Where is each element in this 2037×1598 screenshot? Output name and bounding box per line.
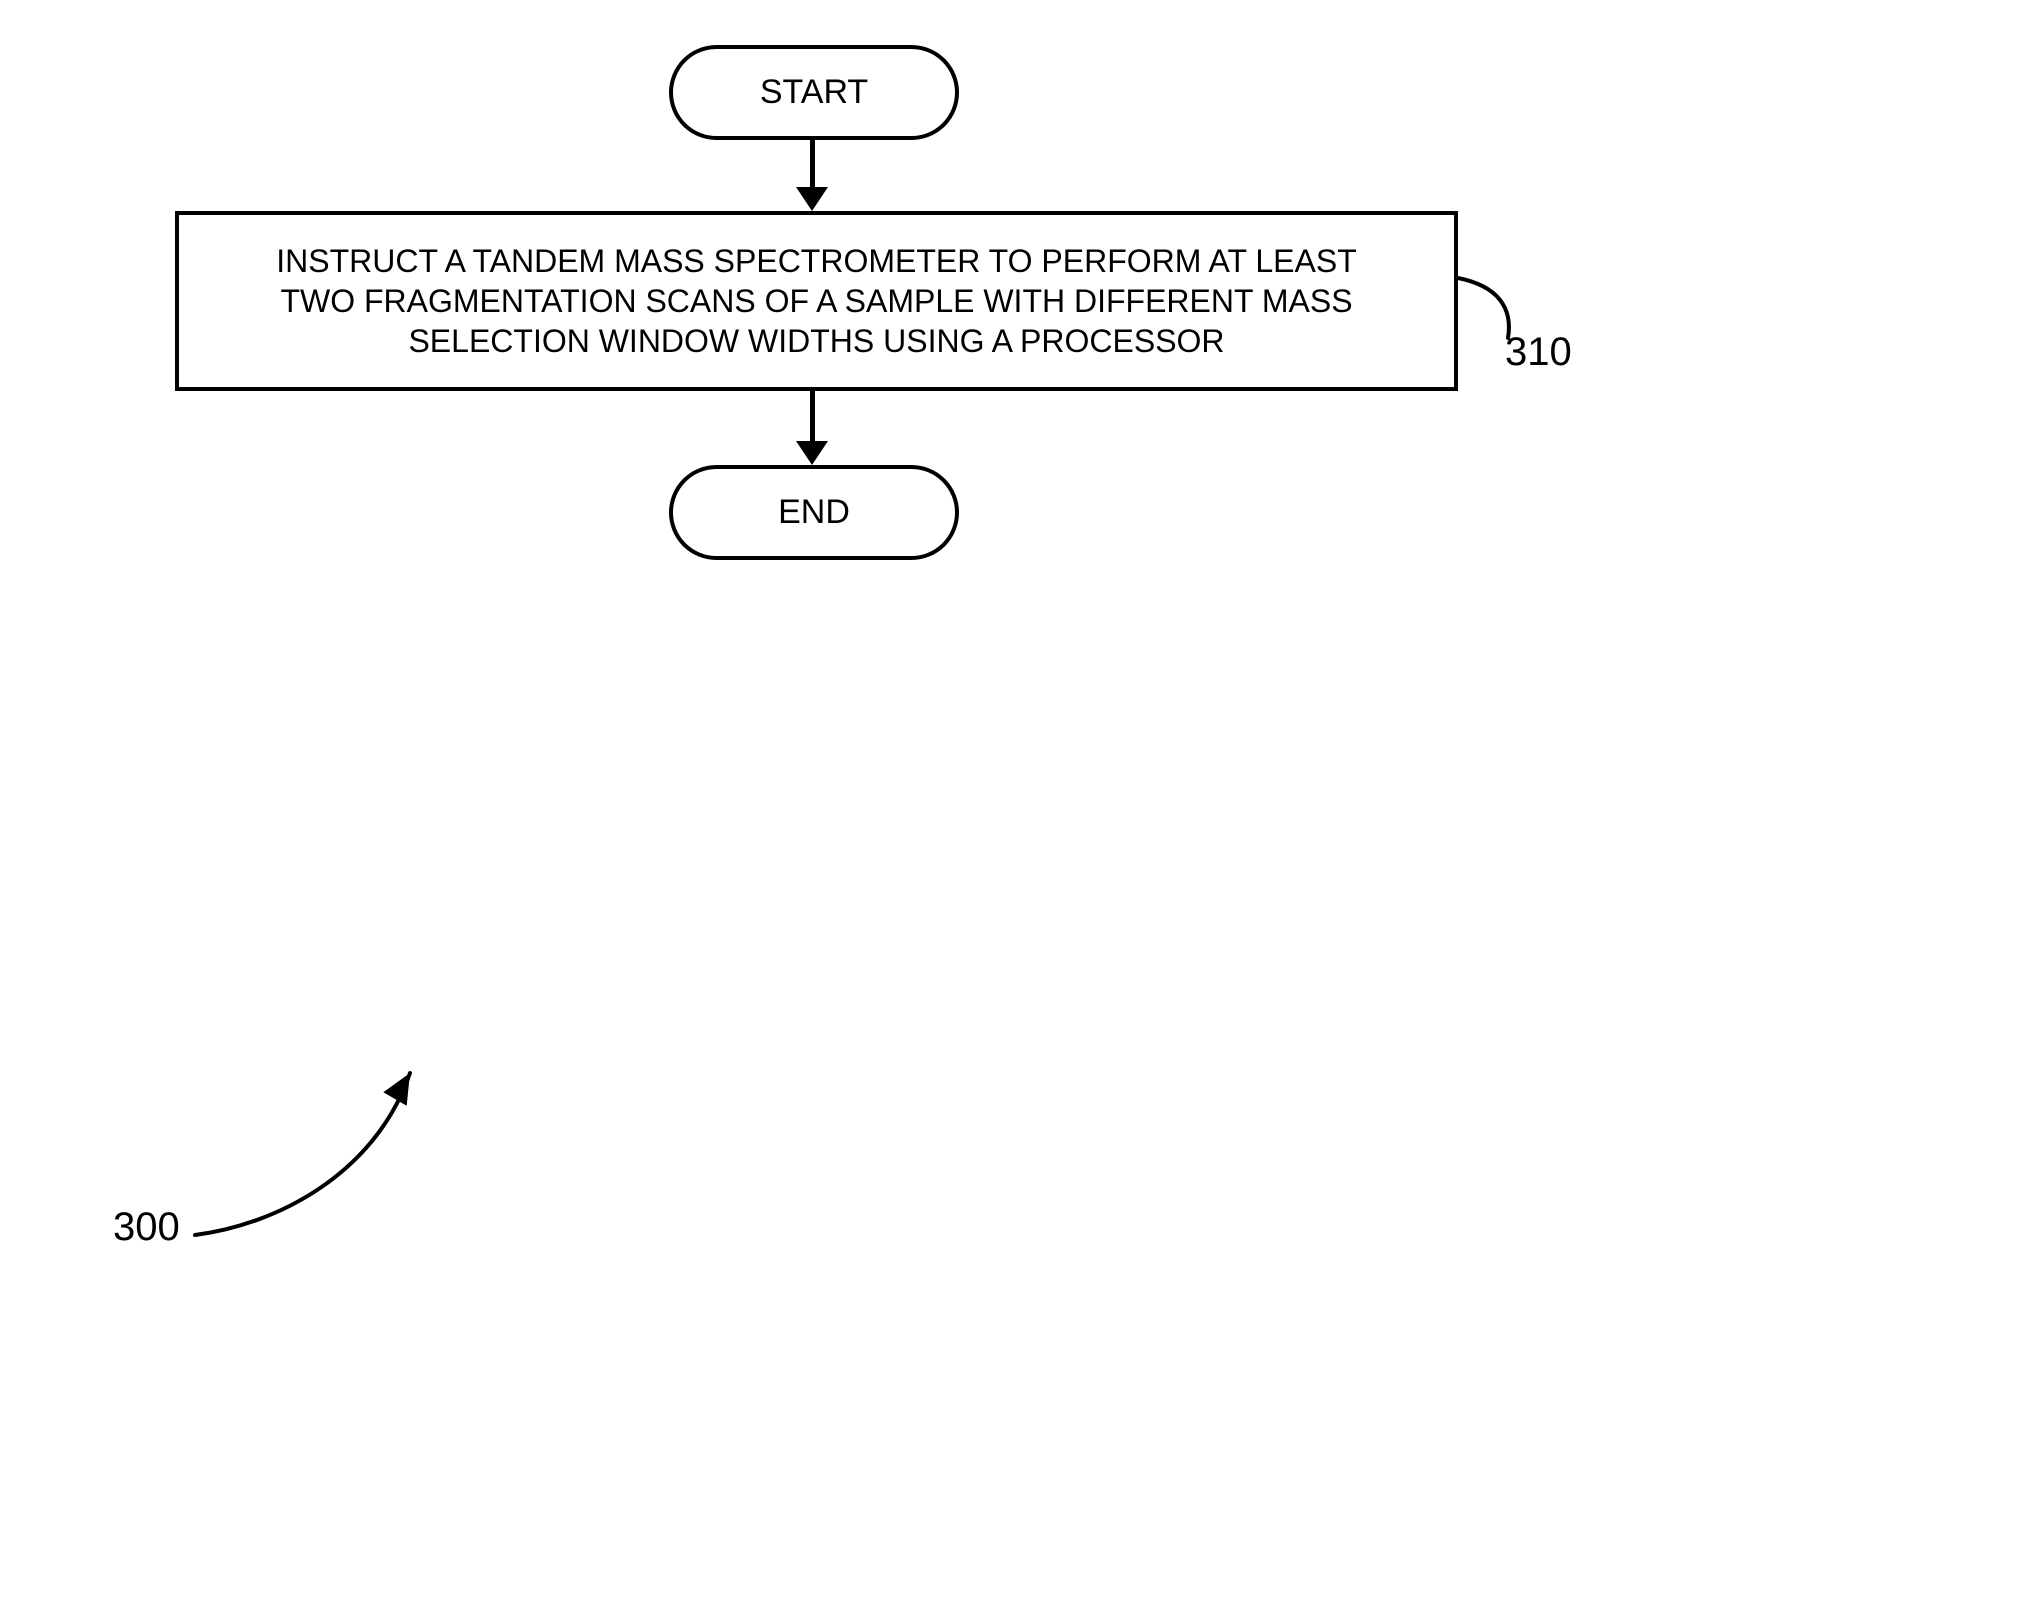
start-label: START <box>760 73 868 112</box>
arrowhead-icon <box>796 187 828 211</box>
flowchart-edge <box>810 391 815 443</box>
process-label: INSTRUCT A TANDEM MASS SPECTROMETER TO P… <box>239 241 1394 361</box>
reference-label-300: 300 <box>113 1205 180 1250</box>
flowchart-process-node: INSTRUCT A TANDEM MASS SPECTROMETER TO P… <box>175 211 1458 391</box>
flowchart-end-node: END <box>669 465 959 560</box>
callout-curve <box>1458 278 1518 338</box>
arrowhead-icon <box>796 441 828 465</box>
flowchart-edge <box>810 140 815 189</box>
flowchart-start-node: START <box>669 45 959 140</box>
reference-label-310: 310 <box>1505 330 1572 375</box>
callout-arrow <box>195 1055 425 1245</box>
end-label: END <box>778 493 850 532</box>
